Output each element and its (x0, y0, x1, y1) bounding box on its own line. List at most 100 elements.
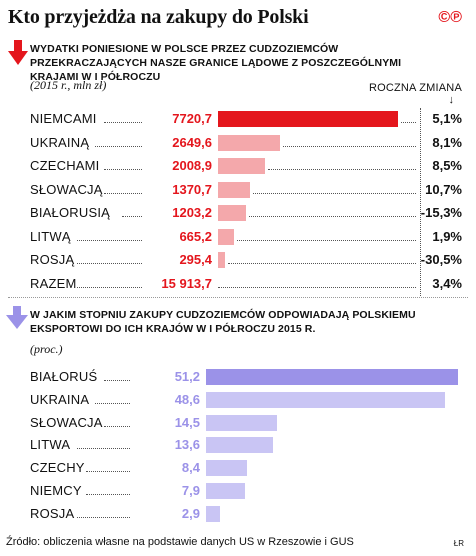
change-header: ROCZNA ZMIANA (368, 82, 462, 94)
country-label: UKRAINĄ (30, 134, 90, 150)
table-row: UKRAINĄ 2649,6 8,1% (0, 132, 476, 154)
change-label: 5,1% (432, 111, 462, 126)
value-label: 15 913,7 (161, 275, 212, 291)
country-label: SŁOWACJĄ (30, 181, 103, 197)
leader-dots (104, 169, 142, 170)
bar (218, 134, 280, 151)
red-down-arrow-icon (8, 40, 28, 65)
leader-dots (86, 494, 130, 495)
bar (218, 205, 247, 221)
table-row: ROSJA 2,9 (0, 503, 476, 525)
value-label: 7,9 (181, 483, 200, 498)
change-down-arrow-icon: ↓ (448, 94, 455, 106)
source-note: Źródło: obliczenia własne na podstawie d… (6, 536, 354, 548)
bar (206, 369, 458, 385)
table-row: SŁOWACJA 14,5 (0, 412, 476, 434)
bar (206, 460, 248, 477)
change-label: 1,9% (432, 228, 462, 244)
bar (206, 437, 273, 454)
leader-dots (218, 286, 416, 288)
country-label: CZECHY (30, 460, 85, 476)
country-label: CZECHAMI (30, 158, 100, 173)
leader-dots (252, 192, 416, 194)
value-label: 2008,9 (172, 158, 212, 173)
purple-down-arrow-icon (6, 306, 28, 329)
country-label: ROSJA (30, 505, 75, 521)
leader-dots (104, 380, 130, 381)
leader-dots (77, 239, 142, 241)
table-row: NIEMCAMI 7720,7 5,1% (0, 108, 476, 130)
leader-dots (227, 263, 416, 264)
change-label: 3,4% (432, 275, 462, 291)
leader-dots (104, 122, 142, 123)
change-label: 8,5% (432, 158, 462, 173)
section1-unit: (2015 r., mln zł) (30, 78, 107, 92)
bar (206, 414, 278, 431)
bar (206, 483, 245, 499)
country-label: SŁOWACJA (30, 414, 103, 430)
bar (218, 111, 398, 127)
value-label: 2649,6 (172, 134, 212, 150)
author-initials: ŁR (453, 539, 464, 548)
table-row: LITWA 13,6 (0, 434, 476, 456)
value-label: 48,6 (174, 391, 200, 407)
leader-dots (104, 192, 142, 194)
value-label: 7720,7 (172, 111, 212, 126)
table-row: RAZEM 15 913,7 3,4% (0, 273, 476, 295)
table-row: ROSJĄ 295,4 -30,5% (0, 249, 476, 271)
leader-dots (77, 448, 130, 450)
table-row: BIAŁORUŚ 51,2 (0, 366, 476, 388)
change-label: -30,5% (420, 252, 462, 267)
bar (218, 252, 225, 268)
leader-dots (86, 471, 130, 473)
country-label: LITWA (30, 437, 71, 453)
table-row: BIAŁORUSIĄ 1203,2 -15,3% (0, 202, 476, 224)
change-label: -15,3% (420, 205, 462, 220)
leader-dots (282, 145, 416, 147)
bar (206, 391, 446, 408)
table-row: UKRAINA 48,6 (0, 389, 476, 411)
table-row: SŁOWACJĄ 1370,7 10,7% (0, 179, 476, 201)
value-label: 1370,7 (172, 181, 212, 197)
table-row: CZECHAMI 2008,9 8,5% (0, 155, 476, 177)
country-label: ROSJĄ (30, 252, 75, 267)
value-label: 2,9 (181, 505, 200, 521)
section1-heading: Wydatki poniesione w Polsce przez cudzoz… (30, 43, 402, 83)
section2-unit: (proc.) (30, 342, 63, 356)
country-label: UKRAINA (30, 391, 90, 407)
change-label: 10,7% (425, 181, 462, 197)
leader-dots (249, 216, 416, 217)
table-row: CZECHY 8,4 (0, 457, 476, 479)
chart-title: Kto przyjeżdża na zakupy do Polski (8, 6, 309, 28)
country-label: LITWĄ (30, 228, 71, 244)
table-row: NIEMCY 7,9 (0, 480, 476, 502)
leader-dots (122, 216, 142, 217)
value-label: 13,6 (174, 437, 200, 453)
leader-dots (401, 122, 416, 123)
value-label: 51,2 (174, 369, 200, 384)
leader-dots (77, 286, 142, 288)
leader-dots (104, 425, 130, 427)
change-label: 8,1% (432, 134, 462, 150)
value-label: 665,2 (179, 228, 212, 244)
leader-dots (95, 145, 142, 147)
value-label: 295,4 (179, 252, 212, 267)
value-label: 14,5 (174, 414, 200, 430)
leader-dots (236, 239, 416, 241)
publisher-logo: ©℗ (438, 9, 462, 26)
leader-dots (95, 402, 130, 404)
table-row: LITWĄ 665,2 1,9% (0, 226, 476, 248)
section-divider (8, 297, 468, 298)
leader-dots (267, 169, 416, 170)
bar (218, 158, 265, 174)
country-label: BIAŁORUSIĄ (30, 205, 111, 220)
country-label: RAZEM (30, 275, 77, 291)
bar (218, 181, 250, 198)
section2-heading: W jakim stopniu zakupy cudzoziemców odpo… (30, 309, 416, 335)
bar (206, 505, 221, 522)
country-label: BIAŁORUŚ (30, 369, 98, 384)
country-label: NIEMCAMI (30, 111, 97, 126)
bar (218, 228, 234, 245)
change-guide (420, 108, 421, 296)
leader-dots (77, 263, 142, 264)
